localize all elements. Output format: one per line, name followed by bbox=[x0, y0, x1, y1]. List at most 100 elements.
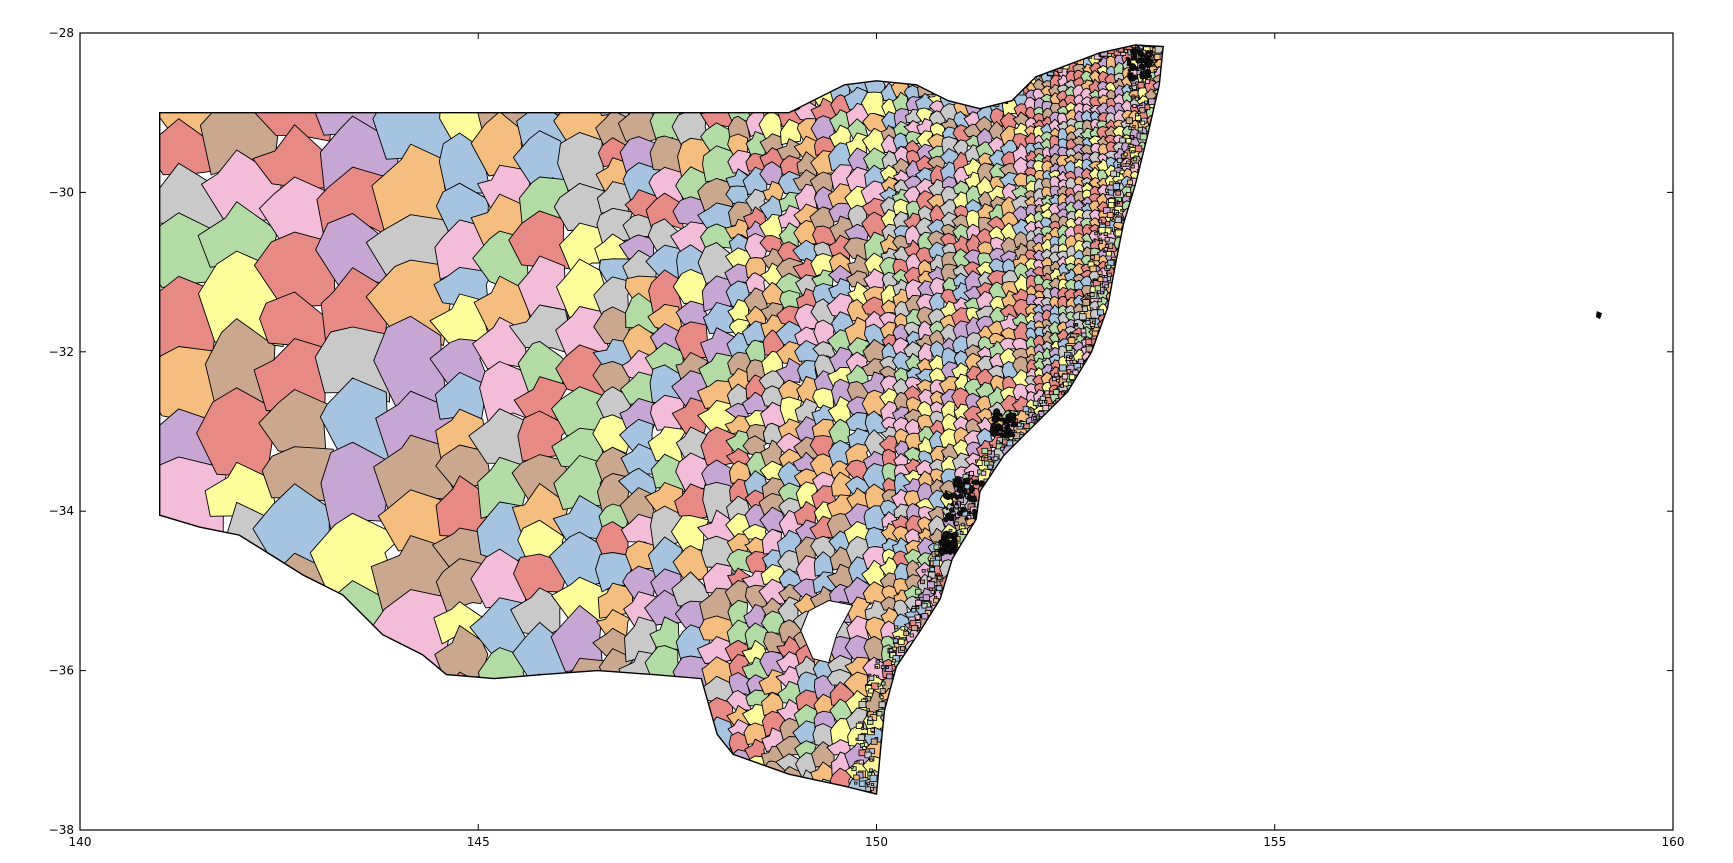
small-region bbox=[853, 774, 860, 781]
region-polygon bbox=[999, 688, 1020, 706]
small-region bbox=[954, 521, 959, 526]
region-polygon bbox=[726, 793, 753, 795]
region-polygon bbox=[1050, 803, 1060, 815]
region-polygon bbox=[964, 639, 982, 657]
urban-region bbox=[1002, 431, 1010, 439]
region-polygon bbox=[1152, 579, 1164, 592]
region-polygon bbox=[1088, 502, 1102, 517]
region-polygon bbox=[1144, 516, 1157, 526]
region-polygon bbox=[792, 59, 820, 88]
small-region bbox=[1089, 265, 1097, 273]
region-polygon bbox=[892, 771, 910, 789]
region-polygon bbox=[728, 81, 751, 106]
region-polygon bbox=[1097, 532, 1109, 547]
region-polygon bbox=[1144, 704, 1157, 717]
region-polygon bbox=[1106, 588, 1118, 603]
region-polygon bbox=[929, 660, 945, 676]
small-region bbox=[1097, 270, 1103, 275]
small-region bbox=[1041, 63, 1050, 71]
region-polygon bbox=[1161, 79, 1164, 94]
region-polygon bbox=[881, 45, 896, 62]
region-polygon bbox=[1014, 589, 1031, 603]
region-polygon bbox=[1152, 685, 1164, 701]
urban-region bbox=[1146, 60, 1153, 67]
region-polygon bbox=[1097, 526, 1109, 536]
region-polygon bbox=[315, 45, 392, 91]
region-polygon bbox=[1169, 278, 1181, 289]
region-polygon bbox=[1178, 147, 1189, 159]
region-polygon bbox=[1121, 797, 1133, 808]
region-polygon bbox=[895, 30, 911, 43]
region-polygon bbox=[1064, 396, 1077, 408]
region-polygon bbox=[1096, 785, 1109, 795]
region-polygon bbox=[1177, 759, 1189, 772]
region-polygon bbox=[1105, 705, 1118, 716]
region-polygon bbox=[1121, 804, 1133, 813]
region-polygon bbox=[1129, 260, 1140, 271]
region-polygon bbox=[1096, 681, 1109, 693]
region-polygon bbox=[904, 781, 924, 795]
region-polygon bbox=[903, 60, 923, 79]
region-polygon bbox=[1097, 695, 1110, 707]
region-polygon bbox=[1063, 448, 1077, 459]
region-polygon bbox=[1121, 454, 1133, 468]
region-polygon bbox=[988, 547, 1007, 565]
region-polygon bbox=[1146, 600, 1158, 612]
region-polygon bbox=[1137, 649, 1150, 663]
small-region bbox=[854, 791, 860, 795]
region-polygon bbox=[1136, 523, 1150, 534]
region-polygon bbox=[1032, 469, 1046, 480]
small-region bbox=[1080, 53, 1084, 57]
region-polygon bbox=[1153, 508, 1164, 522]
region-polygon bbox=[1120, 409, 1134, 420]
region-polygon bbox=[963, 56, 983, 77]
small-region bbox=[1119, 137, 1126, 144]
region-polygon bbox=[1145, 563, 1157, 574]
region-polygon bbox=[1137, 397, 1150, 410]
region-polygon bbox=[1177, 640, 1189, 650]
region-polygon bbox=[976, 657, 994, 675]
small-region bbox=[1104, 244, 1110, 249]
region-polygon bbox=[1113, 650, 1126, 663]
small-region bbox=[1101, 45, 1109, 51]
region-polygon bbox=[1056, 713, 1070, 724]
region-polygon bbox=[1057, 707, 1068, 718]
small-region bbox=[854, 761, 858, 765]
region-polygon bbox=[479, 728, 533, 777]
region-polygon bbox=[248, 605, 341, 686]
small-region bbox=[870, 727, 875, 732]
region-polygon bbox=[548, 45, 611, 73]
region-polygon bbox=[1120, 272, 1134, 285]
region-polygon bbox=[1042, 55, 1054, 66]
region-polygon bbox=[1170, 306, 1181, 317]
region-polygon bbox=[930, 807, 945, 825]
region-polygon bbox=[1106, 793, 1118, 795]
region-polygon bbox=[1089, 471, 1102, 482]
region-polygon bbox=[704, 795, 735, 824]
region-polygon bbox=[1050, 631, 1062, 645]
region-polygon bbox=[1122, 633, 1134, 646]
region-polygon bbox=[1104, 431, 1118, 442]
small-region bbox=[1049, 390, 1054, 396]
small-region bbox=[1011, 77, 1019, 85]
region-polygon bbox=[1177, 486, 1189, 498]
region-polygon bbox=[1169, 748, 1181, 757]
region-polygon bbox=[1160, 562, 1164, 574]
region-polygon bbox=[1049, 746, 1062, 757]
region-polygon bbox=[1064, 426, 1078, 437]
y-tick-label: −28 bbox=[49, 26, 74, 40]
region-polygon bbox=[1112, 485, 1126, 500]
region-polygon bbox=[1097, 332, 1109, 344]
region-polygon bbox=[1179, 711, 1190, 723]
region-polygon bbox=[927, 70, 947, 84]
region-polygon bbox=[1081, 659, 1093, 670]
region-polygon bbox=[1105, 733, 1118, 745]
region-polygon bbox=[1178, 36, 1189, 47]
small-region bbox=[855, 737, 859, 741]
region-polygon bbox=[1081, 534, 1094, 545]
region-polygon bbox=[1065, 492, 1078, 504]
region-polygon bbox=[1103, 675, 1118, 686]
region-polygon bbox=[759, 69, 787, 90]
region-polygon bbox=[1081, 689, 1094, 700]
region-polygon bbox=[1178, 426, 1190, 438]
